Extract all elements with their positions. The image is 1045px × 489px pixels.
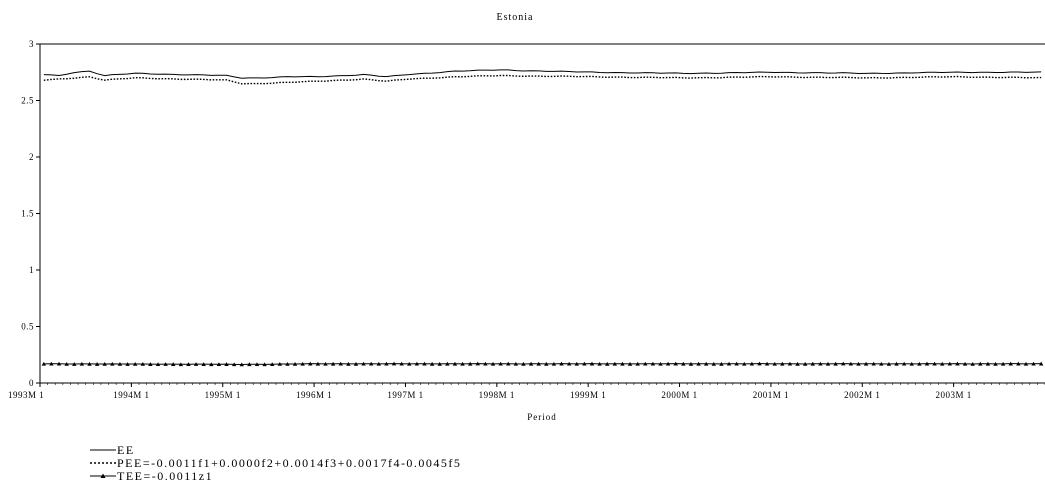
y-tick-label: 1.5 — [21, 209, 34, 219]
y-tick-label: 0.5 — [21, 322, 34, 332]
x-tick-label: 2002M 1 — [844, 390, 880, 400]
x-tick-label: 1996M 1 — [296, 390, 332, 400]
series-layer — [42, 70, 1044, 366]
series-line-2 — [44, 75, 1041, 83]
y-tick-label: 0 — [29, 378, 34, 388]
x-axis: 1993M 1 1994M 1 1995M 1 1996M 1 1997M 1 1998M… — [8, 383, 1045, 400]
chart-title: Estonia — [497, 12, 534, 23]
x-tick-label: 1995M 1 — [205, 390, 241, 400]
y-axis: 0 0.5 1 1.5 2 2.5 3 — [21, 39, 40, 388]
x-axis-title: Period — [527, 412, 557, 422]
x-tick-label: 2000M 1 — [661, 390, 697, 400]
x-tick-label: 1994M 1 — [113, 390, 149, 400]
legend-label-2: PEE=-0.0011f1+0.0000f2+0.0014f3+0.0017f4… — [117, 456, 461, 470]
y-tick-label: 3 — [29, 39, 34, 49]
y-tick-label: 1 — [29, 265, 34, 275]
x-tick-label: 2003M 1 — [936, 390, 972, 400]
x-tick-label: 2001M 1 — [753, 390, 789, 400]
x-tick-label: 1993M 1 — [8, 390, 44, 400]
legend-label-1: EE — [117, 443, 135, 457]
plot-area — [40, 44, 1045, 383]
series-line-3 — [44, 364, 1041, 365]
legend: EEPEE=-0.0011f1+0.0000f2+0.0014f3+0.0017… — [90, 443, 461, 483]
x-tick-label: 1997M 1 — [387, 390, 423, 400]
x-tick-label: 1999M 1 — [570, 390, 606, 400]
y-tick-label: 2 — [29, 152, 34, 162]
y-tick-label: 2.5 — [21, 96, 34, 106]
x-tick-label: 1998M 1 — [479, 390, 515, 400]
legend-label-3: TEE=-0.0011z1 — [117, 469, 213, 483]
